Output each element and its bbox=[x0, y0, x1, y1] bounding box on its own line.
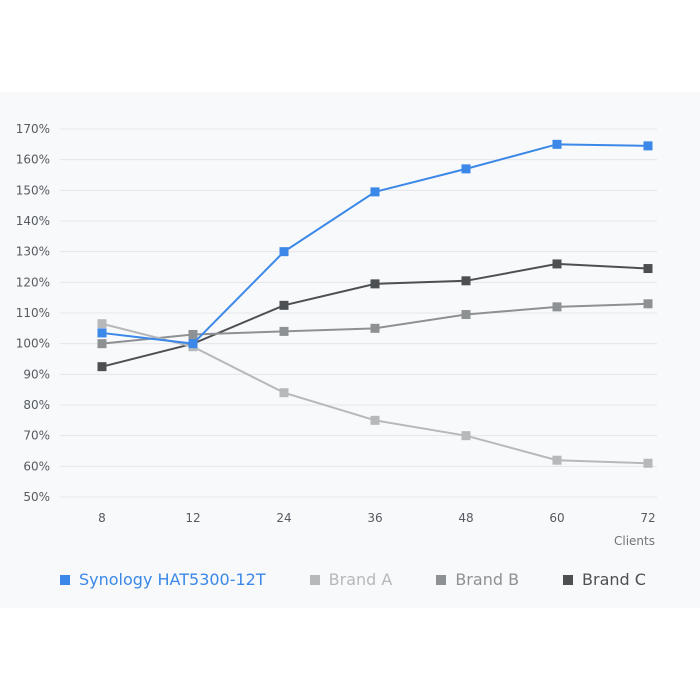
y-tick-label: 160% bbox=[16, 153, 50, 167]
series-lines bbox=[97, 139, 653, 468]
chart-panel: 50% 60% 70% 80% 90% 100% 110% 120% 130% 140% 150% 1… bbox=[0, 92, 700, 608]
data-point bbox=[279, 300, 289, 310]
legend-item: Brand B bbox=[436, 570, 519, 589]
y-tick-label: 120% bbox=[16, 275, 50, 289]
data-point bbox=[97, 319, 107, 329]
data-point bbox=[643, 141, 653, 151]
y-axis-tick-labels: 50% 60% 70% 80% 90% 100% 110% 120% 130% 140% 150% 1… bbox=[16, 122, 50, 504]
legend-item: Brand A bbox=[309, 570, 393, 589]
legend-swatch bbox=[309, 574, 320, 585]
x-tick-label: 24 bbox=[276, 511, 291, 525]
data-point bbox=[370, 323, 380, 333]
y-tick-label: 90% bbox=[23, 367, 50, 381]
legend: Synology HAT5300-12T Brand A Brand B Brand … bbox=[60, 570, 690, 589]
data-point bbox=[461, 164, 471, 174]
x-tick-label: 12 bbox=[185, 511, 200, 525]
series-brand-b bbox=[97, 299, 653, 349]
data-point bbox=[279, 388, 289, 398]
data-point bbox=[370, 279, 380, 289]
legend-swatch bbox=[60, 574, 70, 585]
data-point bbox=[370, 415, 380, 425]
y-tick-label: 110% bbox=[16, 306, 50, 320]
legend-label: Synology HAT5300-12T bbox=[79, 570, 266, 589]
series-brand-c bbox=[97, 259, 653, 372]
data-point bbox=[279, 247, 289, 257]
series-line bbox=[101, 143, 649, 345]
legend-item: Brand C bbox=[563, 570, 646, 589]
x-tick-label: 48 bbox=[458, 511, 473, 525]
legend-label: Brand A bbox=[328, 570, 393, 589]
data-point bbox=[461, 431, 471, 441]
data-point bbox=[97, 362, 107, 372]
data-point bbox=[552, 455, 562, 465]
line-chart: 50% 60% 70% 80% 90% 100% 110% 120% 130% 140% 150% 1… bbox=[16, 122, 657, 548]
data-point bbox=[461, 310, 471, 320]
data-point bbox=[552, 302, 562, 312]
x-tick-label: 72 bbox=[640, 511, 655, 525]
legend-item: Synology HAT5300-12T bbox=[60, 570, 266, 589]
series-synology-hat5300-12t bbox=[97, 139, 653, 349]
data-point bbox=[552, 139, 562, 149]
y-tick-label: 150% bbox=[16, 183, 50, 197]
y-tick-label: 80% bbox=[23, 398, 50, 412]
data-point bbox=[643, 264, 653, 274]
y-tick-label: 60% bbox=[23, 459, 50, 473]
data-point bbox=[97, 328, 107, 338]
legend-label: Brand B bbox=[455, 570, 520, 589]
legend-swatch bbox=[436, 574, 447, 585]
grid-lines bbox=[60, 128, 657, 498]
x-axis-tick-labels: 8 12 24 36 48 60 72 bbox=[98, 511, 655, 525]
y-tick-label: 50% bbox=[23, 490, 50, 504]
data-point bbox=[188, 329, 198, 339]
y-tick-label: 100% bbox=[16, 337, 50, 351]
y-tick-label: 170% bbox=[16, 122, 50, 136]
data-point bbox=[188, 339, 198, 349]
data-point bbox=[643, 458, 653, 468]
legend-label: Brand C bbox=[582, 570, 646, 589]
y-tick-label: 140% bbox=[16, 214, 50, 228]
x-tick-label: 8 bbox=[98, 511, 106, 525]
y-tick-label: 70% bbox=[23, 429, 50, 443]
data-point bbox=[370, 187, 380, 197]
data-point bbox=[279, 326, 289, 336]
series-line bbox=[101, 302, 649, 345]
data-point bbox=[97, 339, 107, 349]
x-tick-label: 60 bbox=[549, 511, 564, 525]
x-axis-title: Clients bbox=[614, 534, 655, 548]
x-tick-label: 36 bbox=[367, 511, 382, 525]
data-point bbox=[552, 259, 562, 269]
data-point bbox=[643, 299, 653, 309]
y-tick-label: 130% bbox=[16, 245, 50, 259]
legend-swatch bbox=[563, 574, 574, 585]
data-point bbox=[461, 276, 471, 286]
series-line bbox=[101, 322, 649, 465]
series-line bbox=[101, 262, 649, 368]
